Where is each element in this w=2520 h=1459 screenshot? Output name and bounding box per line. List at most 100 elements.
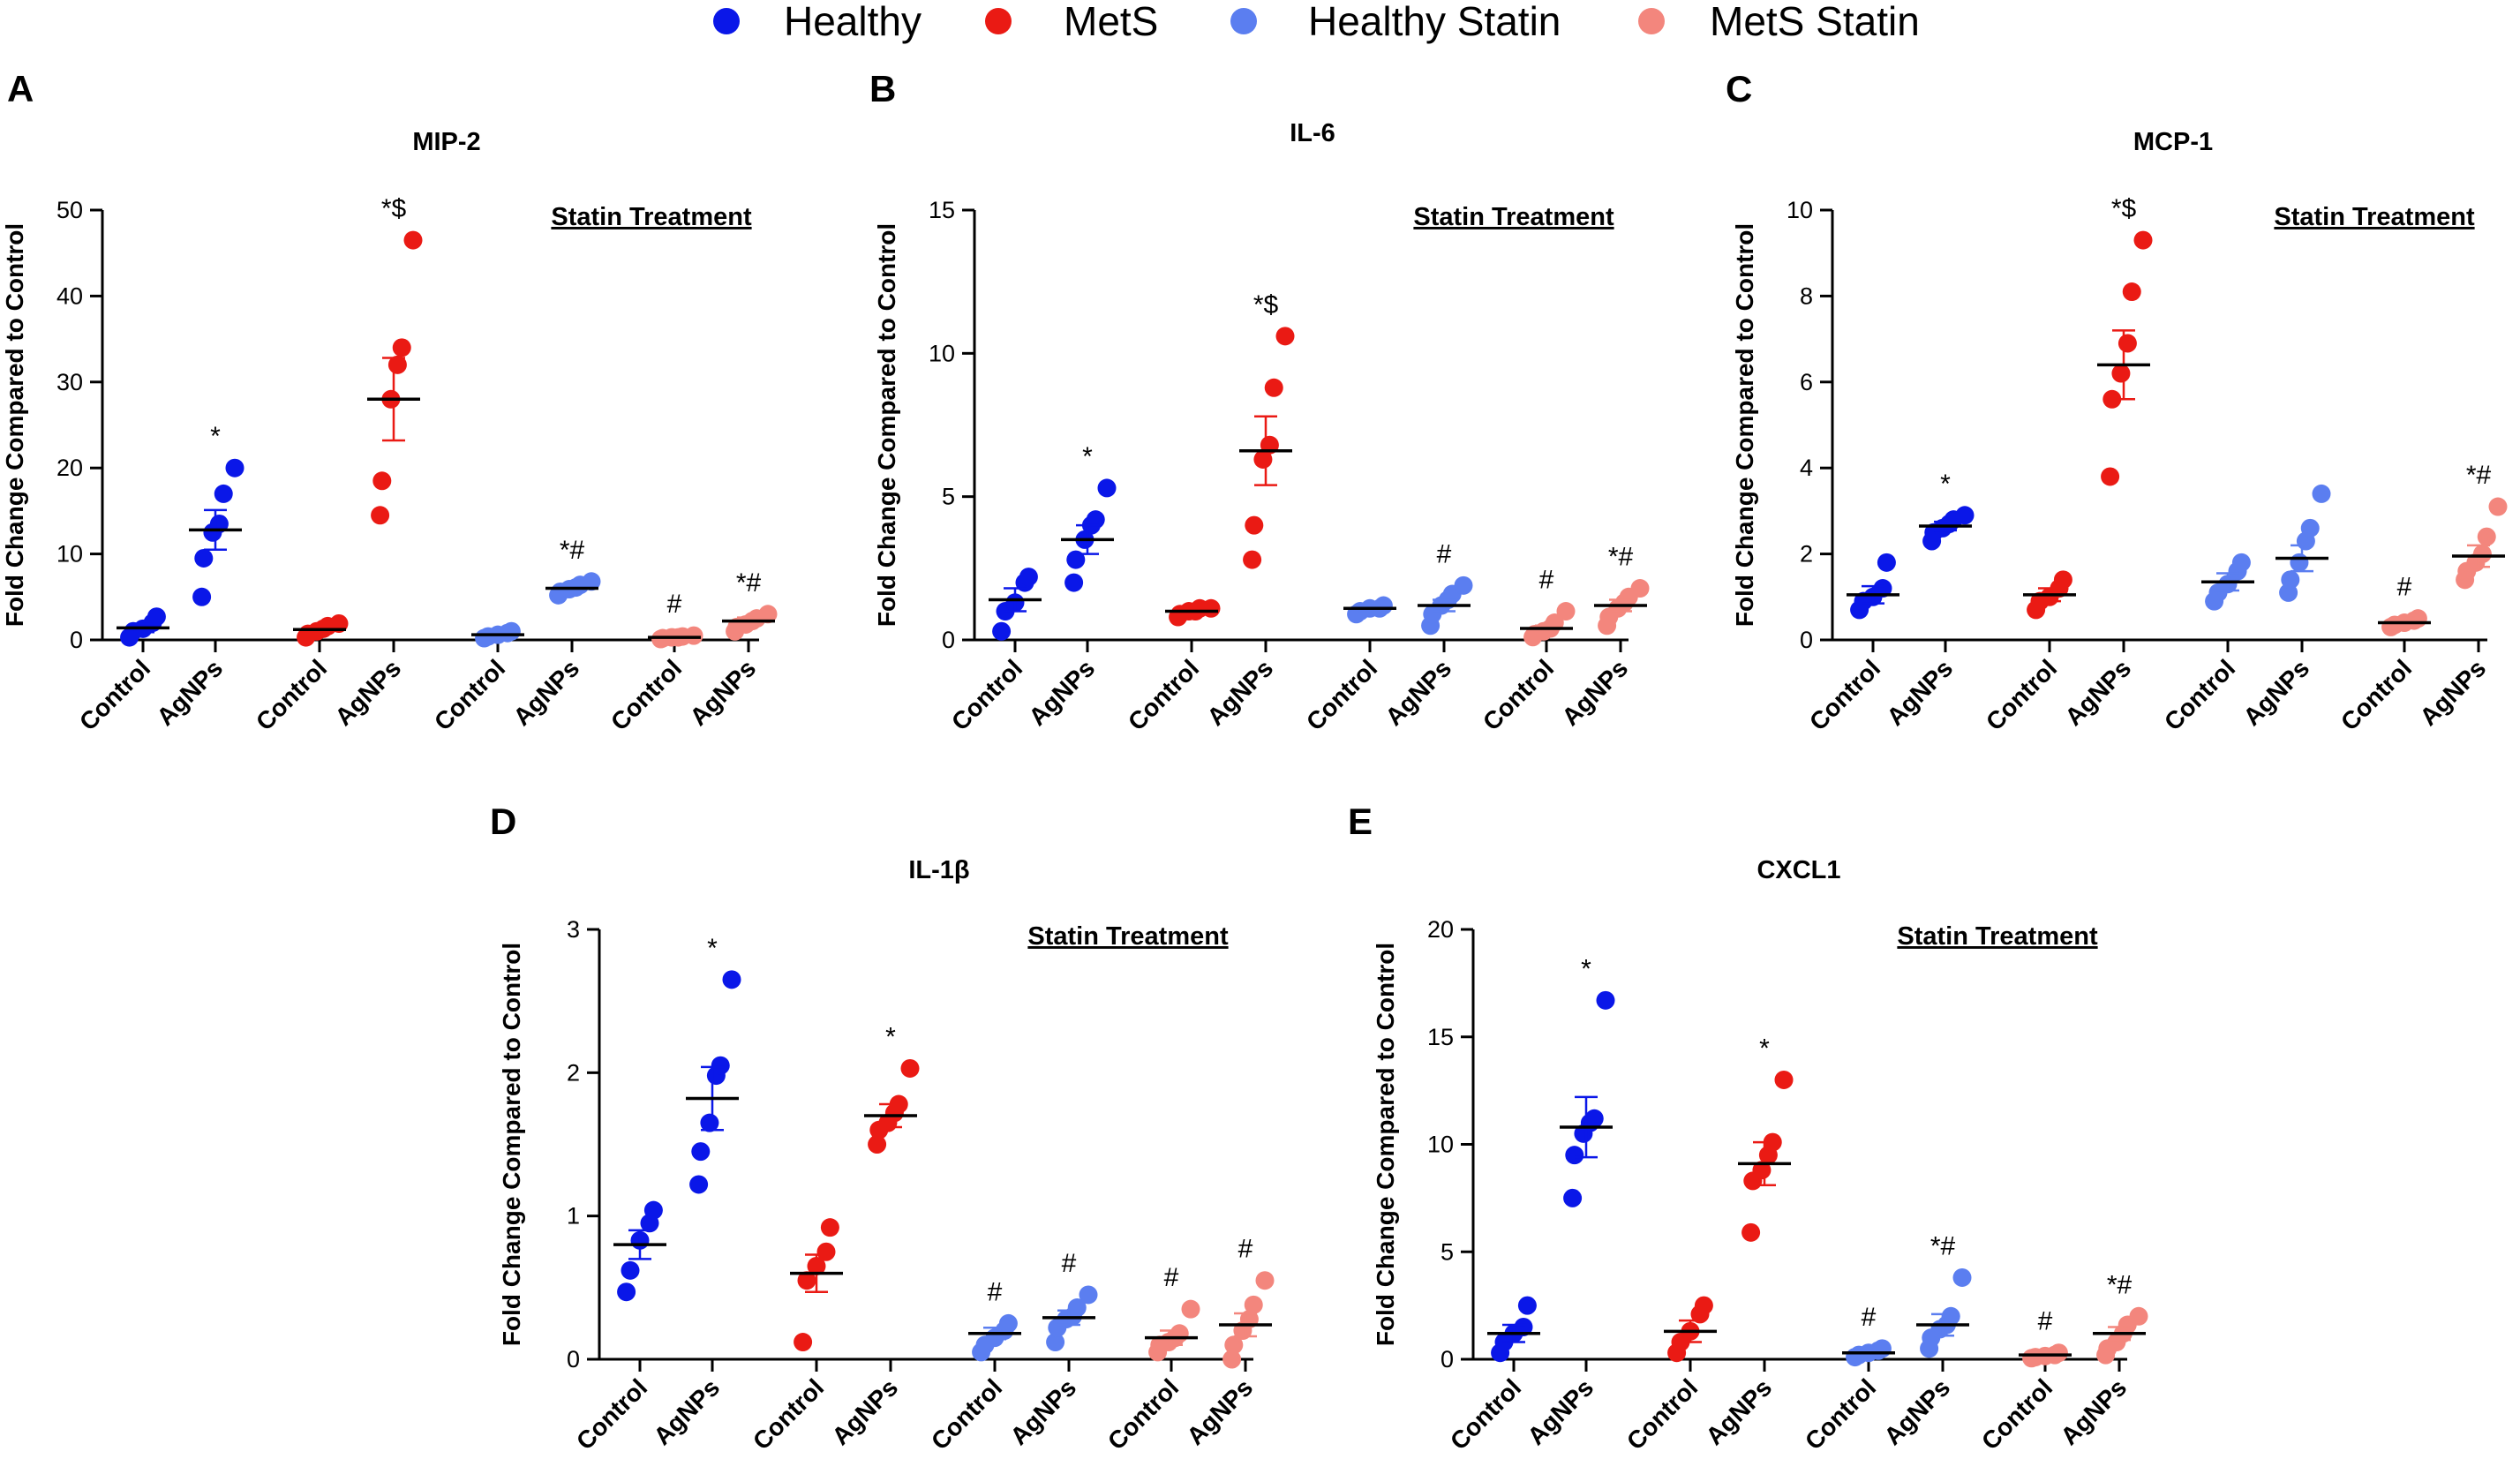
data-point [1170,1324,1189,1343]
x-tick-label: AgNPs [826,1373,903,1450]
y-tick-label: 4 [1800,455,1813,481]
significance-label: # [1539,566,1554,595]
data-point [2122,282,2141,302]
data-point [2290,553,2309,572]
data-point [2101,467,2120,486]
data-point [372,471,392,491]
data-point [2312,484,2331,503]
y-tick-label: 5 [1441,1238,1454,1265]
significance-label: * [885,1022,896,1051]
data-point [192,587,212,606]
x-tick-label: Control [2159,654,2240,735]
data-point [1955,506,1975,525]
significance-label: *$ [2111,194,2137,223]
y-tick-label: 10 [929,340,955,366]
significance-label: # [1238,1235,1253,1264]
statin-treatment-label: Statin Treatment [551,203,752,231]
significance-label: # [2397,573,2412,602]
x-tick-label: Control [429,654,510,735]
data-point [2231,553,2251,572]
y-tick-label: 0 [70,627,83,653]
x-tick-label: AgNPs [1380,654,1456,731]
data-point [2118,334,2137,353]
significance-label: *# [736,568,762,598]
significance-label: *# [1608,543,1634,572]
statin-treatment-label: Statin Treatment [1897,922,2098,951]
significance-label: # [2038,1307,2053,1336]
significance-label: *# [1930,1231,1956,1260]
legend-marker-mets-statin [1638,8,1665,34]
y-tick-label: 10 [56,541,83,568]
data-point [371,506,390,525]
x-tick-label: AgNPs [1881,654,1958,731]
x-tick-label: AgNPs [1023,654,1100,731]
significance-label: *$ [1253,290,1279,320]
data-point [1752,1161,1772,1180]
data-point [900,1058,920,1078]
panel-e: E CXCL1 Statin Treatment Fold Change Compar… [1348,801,2148,1455]
data-point [711,1056,730,1075]
significance-label: *# [2466,461,2492,490]
x-tick-label: AgNPs [1556,654,1633,731]
x-tick-label: Control [1445,1373,1526,1455]
x-tick-label: Control [571,1373,652,1455]
data-point [1517,1296,1537,1315]
x-tick-label: AgNPs [2059,654,2136,731]
significance-label: # [1164,1263,1179,1292]
y-tick-label: 0 [1441,1346,1454,1373]
significance-label: # [1862,1303,1877,1332]
data-point [1584,1109,1604,1128]
x-tick-label: AgNPs [1878,1373,1955,1450]
data-point [582,572,601,591]
data-point [194,548,214,568]
statin-treatment-label: Statin Treatment [2274,203,2475,231]
data-point [1873,579,1892,598]
x-tick-label: Control [74,654,155,735]
panel-letter: C [1726,68,1752,109]
y-tick-label: 0 [942,627,955,653]
x-tick-label: Control [1621,1373,1703,1455]
legend-marker-mets [985,8,1012,34]
significance-label: * [1082,442,1093,471]
x-tick-label: Control [1981,654,2062,735]
x-tick-label: Control [1123,654,1204,735]
significance-label: * [707,934,718,963]
data-point [2300,518,2320,538]
significance-label: # [988,1277,1003,1306]
legend-marker-healthy [713,8,740,34]
chart-title: MCP-1 [2133,128,2213,156]
data-point [403,230,423,250]
data-point [1952,1267,1972,1287]
data-point [1275,327,1295,346]
data-point [1630,579,1650,598]
data-point [1019,568,1038,587]
data-point [501,621,521,641]
data-point [2281,570,2300,590]
legend-marker-healthy-statin [1230,8,1257,34]
x-tick-label: Control [251,654,332,735]
x-tick-label: AgNPs [1181,1373,1258,1450]
data-point [1877,553,1896,572]
data-point [1244,1295,1263,1314]
y-tick-label: 6 [1800,369,1813,395]
data-point [1245,515,1264,535]
x-tick-label: Control [946,654,1027,735]
x-tick-label: AgNPs [1700,1373,1777,1450]
x-tick-label: Control [1478,654,1559,735]
y-tick-label: 2 [1800,541,1813,568]
data-point [1694,1296,1713,1315]
panel-c: C MCP-1 Statin Treatment Fold Change Compar… [1726,68,2508,736]
y-axis-label: Fold Change Compared to Control [1731,223,1758,627]
data-point [1064,573,1084,592]
data-point [214,484,233,503]
y-axis-label: Fold Change Compared to Control [1,223,28,627]
data-point [1563,1188,1583,1207]
y-tick-label: 20 [1427,916,1454,943]
y-tick-label: 8 [1800,282,1813,309]
y-tick-label: 10 [1787,197,1813,223]
data-point [1222,1350,1242,1369]
x-tick-label: AgNPs [2238,654,2314,731]
data-point [722,970,741,989]
data-point [1941,1306,1960,1326]
